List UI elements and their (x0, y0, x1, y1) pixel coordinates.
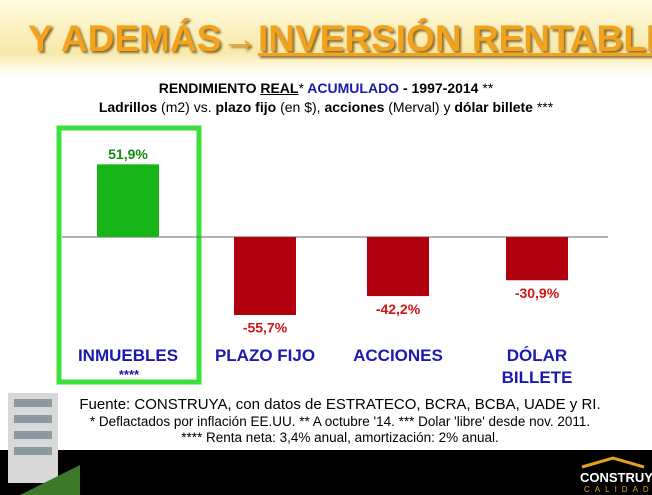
footnote: Fuente: CONSTRUYA, con datos de ESTRATEC… (40, 396, 640, 413)
category-note: **** (69, 368, 189, 381)
footnote: **** Renta neta: 3,4% anual, amortizació… (40, 430, 640, 445)
value-label: -30,9% (515, 285, 560, 301)
footer-band (0, 450, 652, 495)
value-label: -42,2% (376, 301, 421, 317)
footnote: * Deflactados por inflación EE.UU. ** A … (40, 414, 640, 429)
category-label: PLAZO FIJO (205, 345, 325, 367)
value-label: -55,7% (243, 320, 288, 336)
category-label: INMUEBLES (68, 345, 188, 367)
logo-name: CONSTRUYA (580, 470, 652, 485)
logo-tagline: CALIDAD (584, 485, 652, 494)
value-label: 51,9% (108, 146, 148, 162)
bar (367, 237, 429, 296)
slide: Y ADEMÁS→ INVERSIÓN RENTABLE RENDIMIENTO… (0, 0, 652, 495)
bar (234, 237, 296, 315)
category-label: ACCIONES (338, 345, 458, 367)
bar (506, 237, 568, 280)
building-image (0, 385, 80, 495)
category-label: DÓLAR BILLETE (477, 345, 597, 389)
logo-roof (578, 455, 648, 469)
bar (97, 164, 159, 237)
